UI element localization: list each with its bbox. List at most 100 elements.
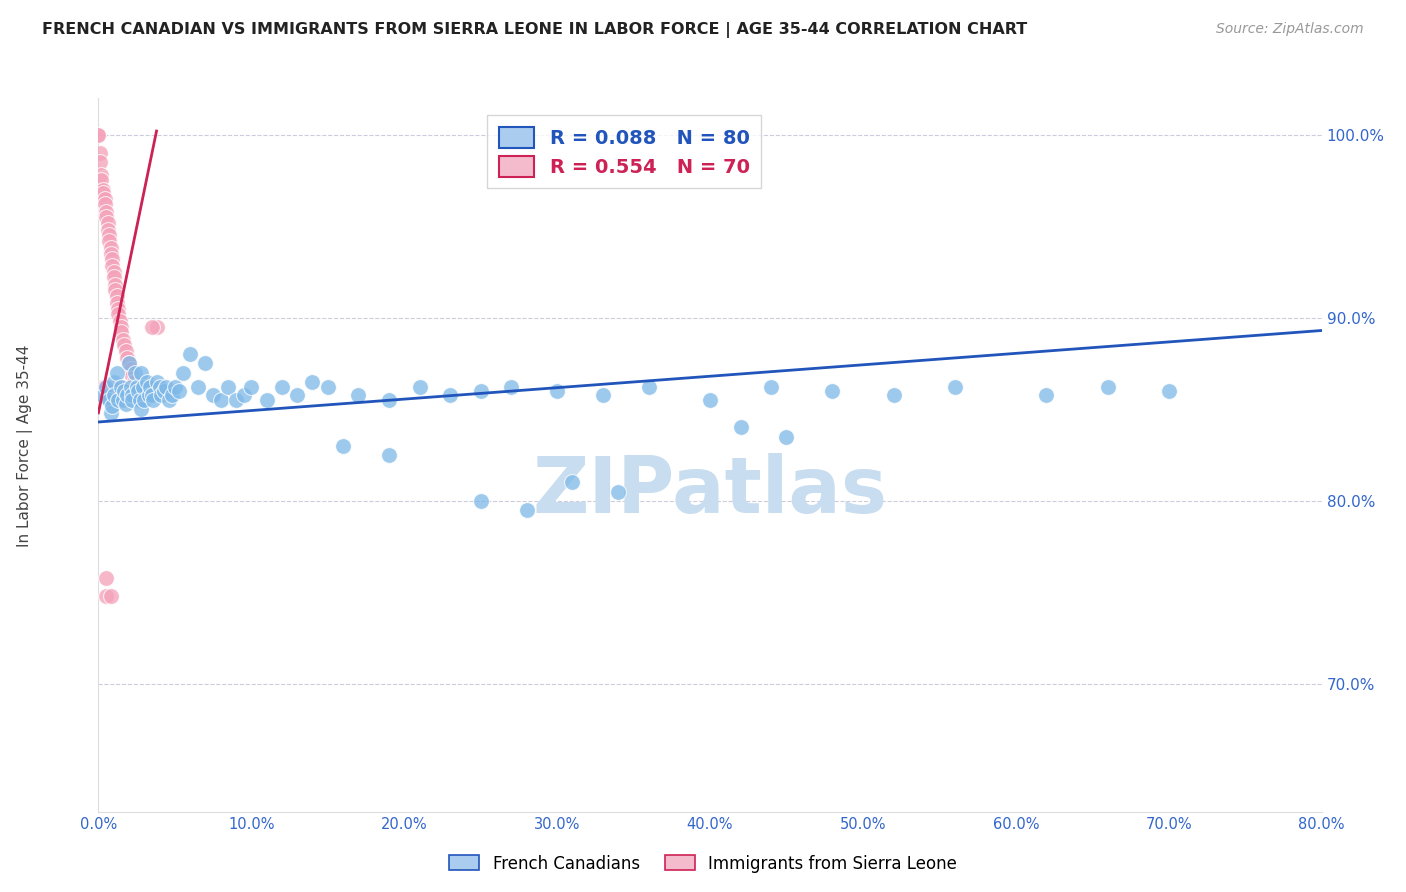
Point: [117, 387, 139, 401]
Point: [301, 375, 323, 389]
Point: [163, 380, 186, 394]
Point: [136, 375, 159, 389]
Legend: R = 0.088   N = 80, R = 0.554   N = 70: R = 0.088 N = 80, R = 0.554 N = 70: [488, 115, 762, 188]
Point: [637, 380, 661, 394]
Point: [145, 319, 167, 334]
Point: [103, 392, 125, 407]
Point: [128, 392, 150, 407]
Text: ZIPatlas: ZIPatlas: [533, 452, 887, 529]
Point: [256, 392, 278, 407]
Point: [129, 366, 152, 380]
Point: [125, 387, 148, 401]
Point: [91, 389, 114, 403]
Point: [240, 380, 263, 394]
Point: [120, 380, 142, 394]
Point: [100, 380, 122, 394]
Point: [90, 173, 112, 187]
Point: [103, 265, 125, 279]
Point: [142, 392, 165, 407]
Point: [111, 392, 134, 407]
Point: [110, 326, 132, 340]
Point: [172, 366, 194, 380]
Point: [98, 228, 121, 243]
Point: [127, 392, 149, 407]
Point: [145, 375, 167, 389]
Point: [117, 351, 139, 365]
Point: [139, 380, 162, 394]
Point: [141, 387, 163, 401]
Point: [134, 392, 156, 407]
Point: [87, 128, 110, 142]
Point: [94, 204, 117, 219]
Point: [378, 448, 401, 462]
Point: [561, 475, 583, 490]
Point: [316, 380, 339, 394]
Point: [105, 296, 128, 310]
Point: [730, 420, 752, 434]
Point: [122, 375, 145, 389]
Point: [232, 387, 254, 401]
Point: [87, 128, 110, 142]
Point: [97, 215, 120, 229]
Point: [107, 307, 129, 321]
Point: [127, 384, 149, 398]
Point: [105, 387, 128, 401]
Point: [100, 589, 122, 603]
Point: [121, 392, 143, 407]
Point: [93, 192, 115, 206]
Point: [118, 356, 141, 370]
Point: [408, 380, 430, 394]
Point: [120, 362, 142, 376]
Point: [121, 369, 143, 384]
Point: [883, 387, 905, 401]
Point: [108, 314, 131, 328]
Point: [128, 387, 150, 401]
Point: [202, 387, 225, 401]
Point: [157, 392, 180, 407]
Point: [194, 356, 217, 370]
Point: [105, 387, 128, 401]
Point: [153, 384, 176, 398]
Point: [129, 402, 152, 417]
Point: [101, 252, 124, 267]
Point: [97, 223, 120, 237]
Point: [90, 168, 112, 182]
Point: [187, 380, 209, 394]
Point: [91, 183, 114, 197]
Point: [775, 429, 797, 443]
Legend: French Canadians, Immigrants from Sierra Leone: French Canadians, Immigrants from Sierra…: [443, 848, 963, 880]
Point: [124, 366, 146, 380]
Point: [112, 384, 135, 398]
Point: [439, 387, 461, 401]
Point: [110, 380, 132, 394]
Point: [139, 387, 162, 401]
Point: [546, 384, 568, 398]
Point: [110, 319, 132, 334]
Point: [470, 493, 492, 508]
Point: [124, 380, 146, 394]
Point: [136, 380, 159, 394]
Point: [93, 380, 115, 394]
Point: [94, 589, 117, 603]
Point: [100, 246, 122, 260]
Point: [93, 197, 115, 211]
Point: [94, 387, 117, 401]
Point: [1035, 387, 1057, 401]
Point: [179, 347, 201, 361]
Point: [132, 387, 155, 401]
Point: [155, 380, 177, 394]
Point: [501, 380, 523, 394]
Point: [121, 387, 143, 401]
Point: [378, 392, 401, 407]
Point: [138, 387, 160, 401]
Point: [125, 380, 148, 394]
Point: [94, 210, 117, 224]
Point: [821, 384, 844, 398]
Point: [134, 387, 156, 401]
Point: [100, 241, 122, 255]
Point: [209, 392, 232, 407]
Point: [132, 380, 155, 394]
Point: [470, 384, 492, 398]
Point: [347, 387, 370, 401]
Point: [103, 375, 125, 389]
